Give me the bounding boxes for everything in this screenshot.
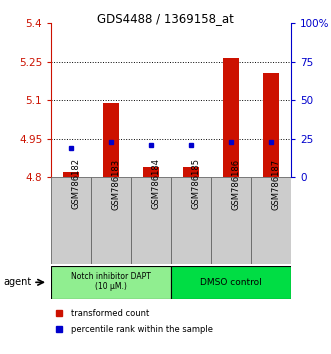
Bar [251, 177, 291, 264]
Bar [171, 266, 291, 299]
Text: Notch inhibitor DAPT
(10 μM.): Notch inhibitor DAPT (10 μM.) [71, 272, 151, 291]
Bar [103, 103, 119, 177]
Bar [51, 266, 171, 299]
Text: DMSO control: DMSO control [200, 278, 262, 287]
Bar [91, 177, 131, 264]
Text: GSM786182: GSM786182 [71, 159, 80, 210]
Text: transformed count: transformed count [71, 309, 149, 318]
Bar [131, 177, 171, 264]
Text: GSM786185: GSM786185 [191, 159, 200, 210]
Bar [223, 58, 239, 177]
Text: percentile rank within the sample: percentile rank within the sample [71, 325, 213, 334]
Bar [63, 172, 79, 177]
Text: GSM786184: GSM786184 [151, 159, 160, 210]
Bar [211, 177, 251, 264]
Text: GDS4488 / 1369158_at: GDS4488 / 1369158_at [97, 12, 234, 25]
Bar [183, 167, 199, 177]
Text: GSM786183: GSM786183 [111, 158, 120, 210]
Text: GSM786187: GSM786187 [271, 158, 280, 210]
Bar [51, 177, 91, 264]
Bar [143, 167, 159, 177]
Text: agent: agent [3, 277, 31, 287]
Bar [263, 73, 279, 177]
Text: GSM786186: GSM786186 [231, 158, 240, 210]
Bar [171, 177, 211, 264]
